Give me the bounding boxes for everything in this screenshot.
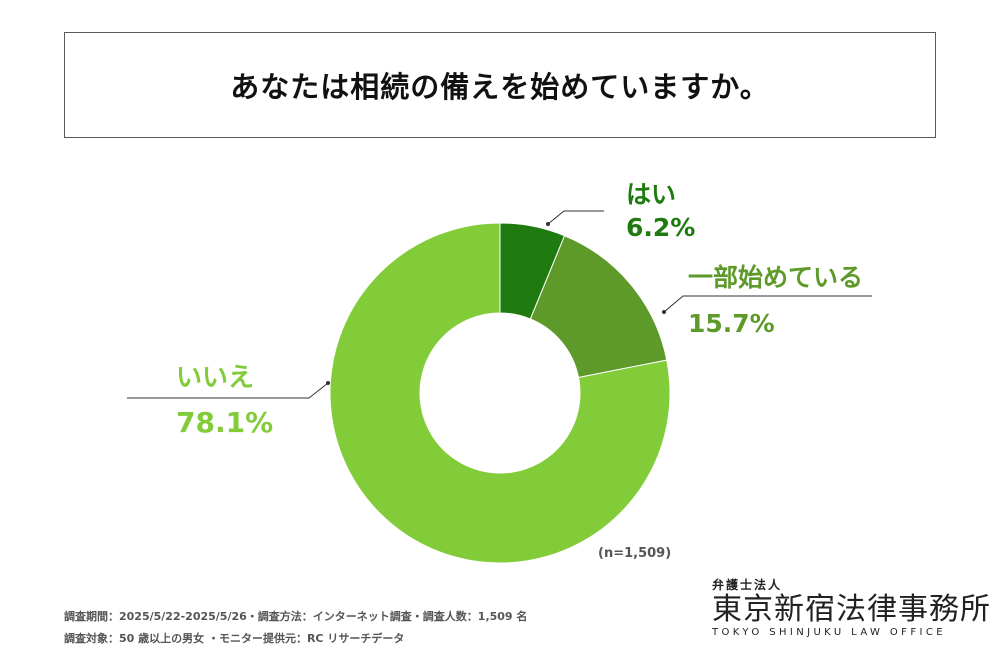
slice-iie	[329, 222, 671, 564]
survey-info-line1: 調査期間：2025/5/22-2025/5/26・調査方法：インターネット調査・…	[64, 610, 528, 623]
sample-size-note: (n=1,509)	[598, 546, 671, 561]
leader-dot	[326, 381, 330, 385]
title-box: あなたは相続の備えを始めていますか。	[64, 32, 936, 138]
value-iie: 78.1%	[176, 406, 273, 439]
label-partial: 一部始めている	[688, 263, 863, 292]
leader-line	[547, 210, 604, 225]
value-partial: 15.7%	[688, 309, 775, 338]
logo-english: TOKYO SHINJUKU LAW OFFICE	[712, 627, 946, 638]
value-hai: 6.2%	[626, 213, 695, 242]
label-hai: はい	[626, 180, 676, 209]
chart-title: あなたは相続の備えを始めていますか。	[230, 70, 770, 104]
logo-subtitle: 弁護士法人	[712, 578, 783, 592]
leader-dot	[662, 310, 666, 314]
slice-partial	[529, 235, 668, 379]
label-iie: いいえ	[176, 363, 254, 393]
leader-line	[663, 295, 872, 313]
leader-dot	[546, 222, 550, 226]
company-logo: 弁護士法人 東京新宿法律事務所 TOKYO SHINJUKU LAW OFFIC…	[712, 576, 991, 638]
leader-line	[127, 382, 329, 399]
logo-name: 東京新宿法律事務所	[712, 592, 991, 627]
survey-info-line2: 調査対象：50 歳以上の男女 ・モニター提供元：RC リサーチデータ	[64, 632, 405, 645]
